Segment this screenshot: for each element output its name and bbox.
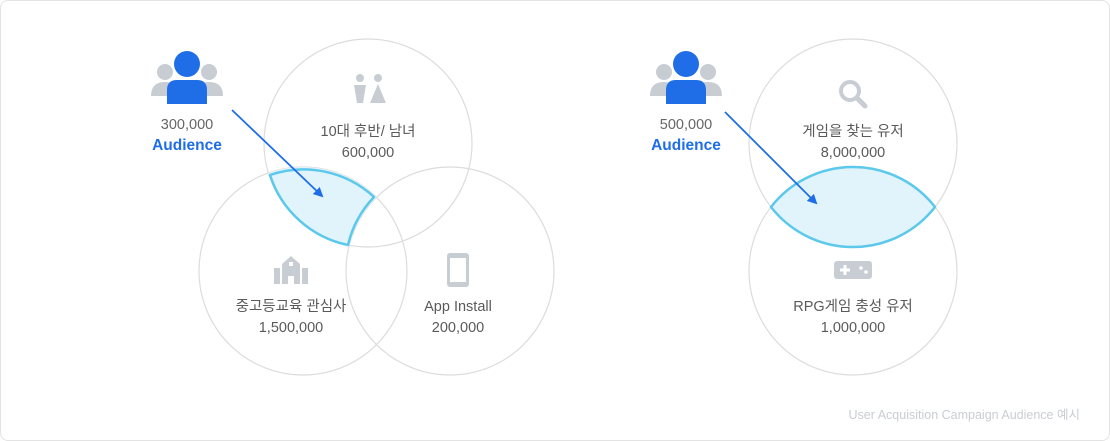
- circle-value: 8,000,000: [820, 145, 886, 161]
- circle-value: 600,000: [341, 145, 395, 161]
- gamepad-icon: [834, 261, 872, 279]
- circle-title: 10대 후반/ 남녀: [320, 124, 416, 140]
- circle-title: 게임을 찾는 유저: [802, 124, 904, 140]
- left-intersection-highlight: [264, 167, 407, 247]
- audience-label: Audience: [651, 137, 721, 154]
- left-venn: [151, 38, 555, 376]
- audience-count: 300,000: [160, 117, 214, 133]
- circle-label-rpg-loyal: RPG게임 충성 유저 1,000,000: [753, 297, 953, 339]
- circle-value: 200,000: [431, 320, 485, 336]
- search-icon: [839, 80, 868, 109]
- audience-label: Audience: [152, 137, 222, 154]
- circle-label-teens: 10대 후반/ 남녀 600,000: [268, 122, 468, 164]
- left-intersection-outline: [268, 168, 376, 247]
- circle-title: RPG게임 충성 유저: [793, 299, 913, 315]
- circle-teens: [263, 38, 473, 248]
- school-icon: [274, 256, 308, 284]
- audience-icon: [650, 51, 722, 104]
- circle-value: 1,000,000: [820, 320, 886, 336]
- caption: User Acquisition Campaign Audience 예시: [848, 408, 1080, 422]
- right-intersection-highlight: [749, 167, 957, 247]
- right-venn: [650, 38, 958, 376]
- audience-count: 500,000: [659, 117, 713, 133]
- male-female-icon: [354, 74, 386, 103]
- circle-title: App Install: [424, 299, 492, 315]
- audience-arrow: [724, 111, 818, 205]
- circle-title: 중고등교육 관심사: [235, 299, 347, 315]
- circle-label-education: 중고등교육 관심사 1,500,000: [191, 297, 391, 339]
- audience-arrow: [231, 109, 324, 198]
- audience-icon: [151, 51, 223, 104]
- circle-label-app-install: App Install 200,000: [358, 297, 558, 339]
- circle-app-install: [345, 166, 555, 376]
- smartphone-icon: [447, 253, 469, 287]
- circle-value: 1,500,000: [258, 320, 324, 336]
- right-intersection-outline: [769, 165, 937, 249]
- circle-label-game-seekers: 게임을 찾는 유저 8,000,000: [753, 122, 953, 164]
